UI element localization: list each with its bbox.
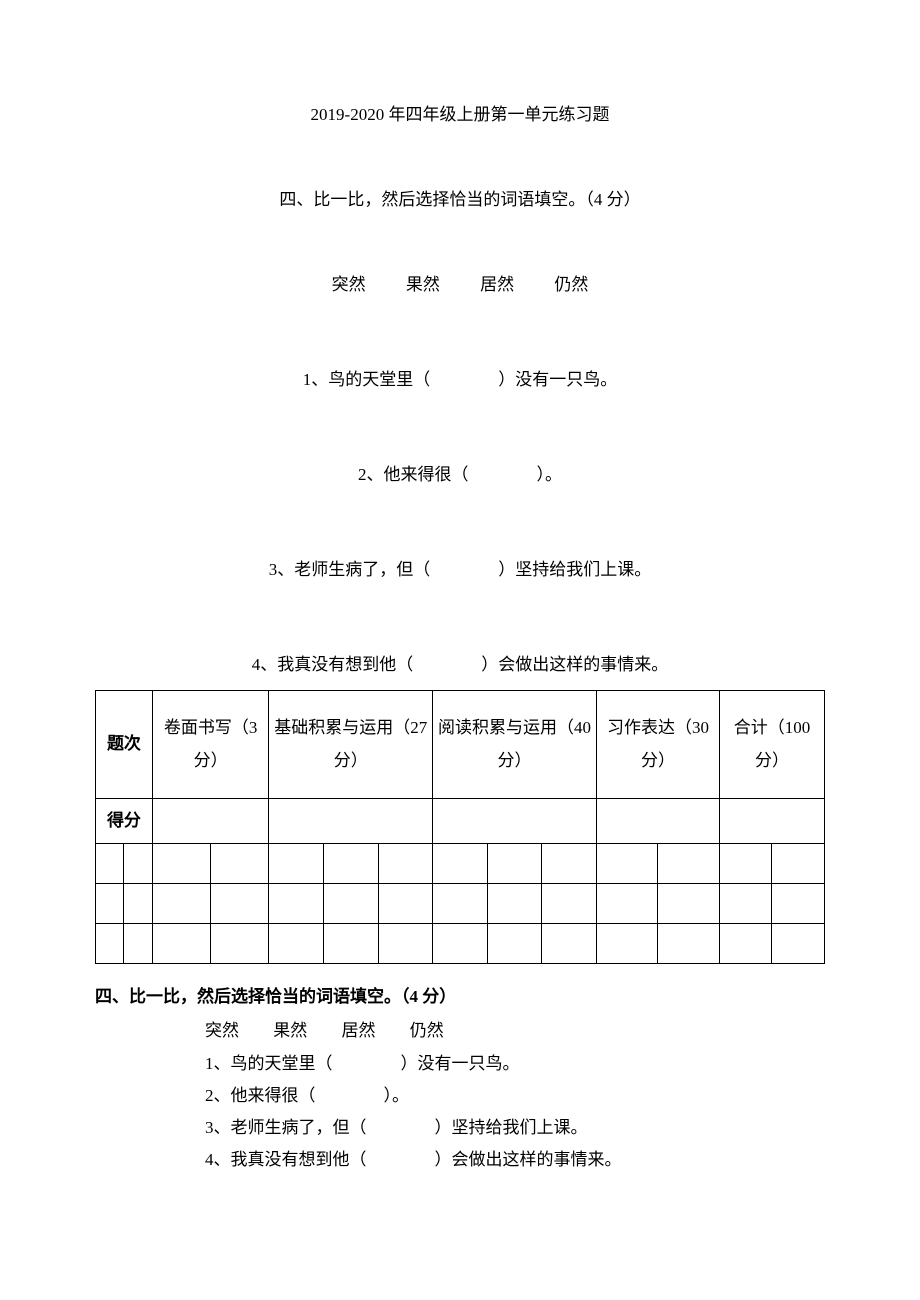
empty-cell xyxy=(542,884,597,924)
score-cell-1 xyxy=(152,799,269,844)
empty-cell xyxy=(124,884,152,924)
empty-cell xyxy=(269,844,324,884)
option-4: 仍然 xyxy=(554,275,588,294)
word-options-repeat: 突然 果然 居然 仍然 xyxy=(205,1015,830,1047)
question-1: 1、鸟的天堂里（ ）没有一只鸟。 xyxy=(90,365,830,390)
empty-cell xyxy=(152,844,210,884)
score-cell-4 xyxy=(596,799,719,844)
empty-cell xyxy=(772,844,825,884)
empty-cell xyxy=(596,884,658,924)
empty-cell xyxy=(211,884,269,924)
empty-cell xyxy=(96,844,124,884)
option-1: 突然 xyxy=(332,275,366,294)
empty-cell xyxy=(152,924,210,964)
score-cell-5 xyxy=(720,799,825,844)
empty-cell xyxy=(378,884,433,924)
question-r2: 2、他来得很（ ）。 xyxy=(205,1080,830,1112)
empty-cell xyxy=(720,924,772,964)
empty-cell xyxy=(542,924,597,964)
score-table-wrapper: 题次 卷面书写（3 分） 基础积累与运用（27 分） 阅读积累与运用（40 分）… xyxy=(95,690,825,964)
empty-cell xyxy=(720,884,772,924)
section-4-header-repeat: 四、比一比，然后选择恰当的词语填空。（4 分） xyxy=(95,982,825,1007)
empty-cell xyxy=(323,884,378,924)
score-table: 题次 卷面书写（3 分） 基础积累与运用（27 分） 阅读积累与运用（40 分）… xyxy=(95,690,825,964)
col-basics: 基础积累与运用（27 分） xyxy=(269,691,433,799)
empty-cell xyxy=(211,844,269,884)
page-title: 2019-2020 年四年级上册第一单元练习题 xyxy=(90,100,830,125)
col-writing: 习作表达（30 分） xyxy=(596,691,719,799)
empty-row-1 xyxy=(96,844,825,884)
table-score-row: 得分 xyxy=(96,799,825,844)
empty-cell xyxy=(772,884,825,924)
score-cell-2 xyxy=(269,799,433,844)
question-4: 4、我真没有想到他（ ）会做出这样的事情来。 xyxy=(90,650,830,675)
table-header-row: 题次 卷面书写（3 分） 基础积累与运用（27 分） 阅读积累与运用（40 分）… xyxy=(96,691,825,799)
col-paper: 卷面书写（3 分） xyxy=(152,691,269,799)
question-3: 3、老师生病了，但（ ）坚持给我们上课。 xyxy=(90,555,830,580)
option-r2: 果然 xyxy=(273,1021,307,1040)
empty-cell xyxy=(96,884,124,924)
question-r3: 3、老师生病了，但（ ）坚持给我们上课。 xyxy=(205,1112,830,1144)
empty-cell xyxy=(378,844,433,884)
empty-cell xyxy=(433,924,488,964)
col-reading: 阅读积累与运用（40 分） xyxy=(433,691,597,799)
empty-cell xyxy=(96,924,124,964)
empty-cell xyxy=(596,844,658,884)
empty-cell xyxy=(720,844,772,884)
empty-cell xyxy=(658,924,720,964)
empty-cell xyxy=(323,844,378,884)
section-4-header: 四、比一比，然后选择恰当的词语填空。（4 分） xyxy=(90,185,830,210)
score-cell-3 xyxy=(433,799,597,844)
option-r1: 突然 xyxy=(205,1021,239,1040)
word-options: 突然 果然 居然 仍然 xyxy=(90,270,830,295)
empty-cell xyxy=(433,884,488,924)
empty-cell xyxy=(323,924,378,964)
empty-row-3 xyxy=(96,924,825,964)
bottom-block: 突然 果然 居然 仍然 1、鸟的天堂里（ ）没有一只鸟。 2、他来得很（ ）。 … xyxy=(205,1015,830,1176)
empty-cell xyxy=(487,844,542,884)
empty-cell xyxy=(433,844,488,884)
option-r3: 居然 xyxy=(342,1021,376,1040)
col-total: 合计（100 分） xyxy=(720,691,825,799)
empty-cell xyxy=(152,884,210,924)
question-r1: 1、鸟的天堂里（ ）没有一只鸟。 xyxy=(205,1048,830,1080)
option-2: 果然 xyxy=(406,275,440,294)
question-r4: 4、我真没有想到他（ ）会做出这样的事情来。 xyxy=(205,1144,830,1176)
empty-cell xyxy=(487,884,542,924)
empty-cell xyxy=(124,844,152,884)
score-label: 得分 xyxy=(96,799,153,844)
empty-row-2 xyxy=(96,884,825,924)
empty-cell xyxy=(596,924,658,964)
empty-cell xyxy=(124,924,152,964)
empty-cell xyxy=(542,844,597,884)
header-label: 题次 xyxy=(96,691,153,799)
empty-cell xyxy=(772,924,825,964)
empty-cell xyxy=(378,924,433,964)
empty-cell xyxy=(269,884,324,924)
question-2: 2、他来得很（ ）。 xyxy=(90,460,830,485)
empty-cell xyxy=(658,884,720,924)
option-r4: 仍然 xyxy=(410,1021,444,1040)
empty-cell xyxy=(658,844,720,884)
empty-cell xyxy=(487,924,542,964)
option-3: 居然 xyxy=(480,275,514,294)
empty-cell xyxy=(211,924,269,964)
empty-cell xyxy=(269,924,324,964)
